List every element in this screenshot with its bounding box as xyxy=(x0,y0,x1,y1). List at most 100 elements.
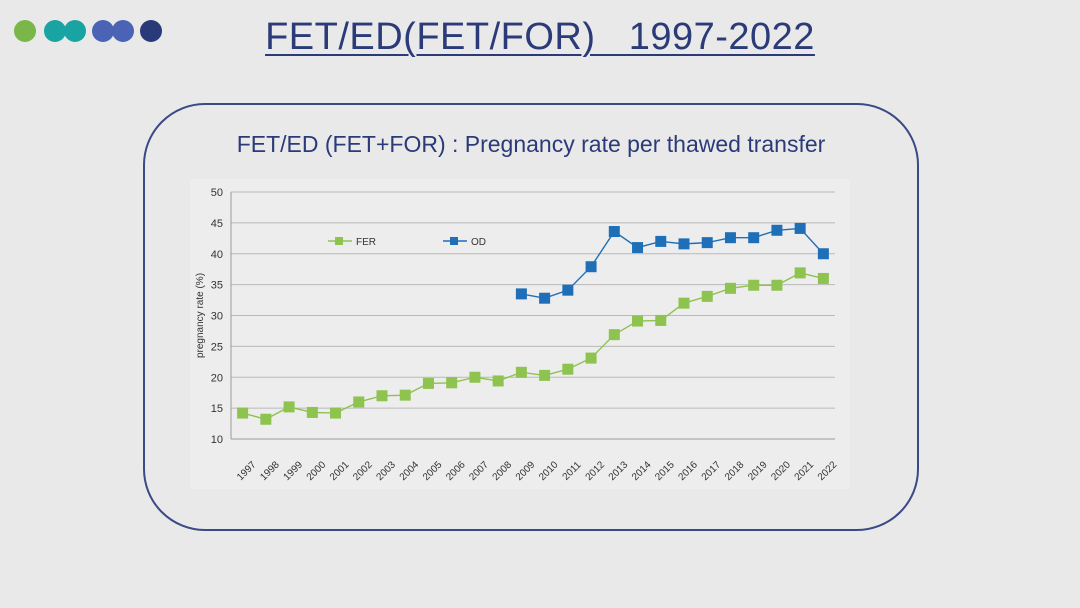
y-axis-label: pregnancy rate (%) xyxy=(195,273,206,358)
data-point xyxy=(701,237,713,249)
data-point xyxy=(539,369,551,381)
x-tick-label: 2006 xyxy=(444,459,468,483)
data-point xyxy=(817,272,829,284)
y-tick-label: 45 xyxy=(211,218,223,230)
chart-frame xyxy=(143,103,919,531)
data-point xyxy=(724,282,736,294)
x-tick-label: 2021 xyxy=(793,459,817,483)
data-point xyxy=(701,290,713,302)
data-point xyxy=(748,279,760,291)
x-tick-label: 2013 xyxy=(607,459,631,483)
data-point xyxy=(771,279,783,291)
data-point xyxy=(771,224,783,236)
x-tick-label: 2014 xyxy=(630,459,654,483)
x-tick-label: 2001 xyxy=(328,459,352,483)
teal-dot-2 xyxy=(64,20,86,42)
data-point xyxy=(515,288,527,300)
x-tick-label: 2015 xyxy=(653,459,677,483)
data-point xyxy=(539,292,551,304)
series-od xyxy=(515,222,829,304)
x-tick-label: 2017 xyxy=(700,459,724,483)
blue-dot-2 xyxy=(112,20,134,42)
data-point xyxy=(283,401,295,413)
legend-label: FER xyxy=(356,237,376,248)
navy-dot xyxy=(140,20,162,42)
x-tick-label: 2008 xyxy=(491,459,515,483)
x-tick-label: 2020 xyxy=(769,459,793,483)
data-point xyxy=(492,375,504,387)
data-point xyxy=(260,413,272,425)
x-tick-label: 2011 xyxy=(561,459,584,482)
x-tick-label: 2005 xyxy=(421,459,445,483)
chart-title: FET/ED (FET+FOR) : Pregnancy rate per th… xyxy=(236,131,826,157)
data-point xyxy=(748,232,760,244)
data-point xyxy=(678,238,690,250)
y-tick-label: 50 xyxy=(211,187,223,199)
legend: FER OD xyxy=(328,237,486,248)
data-point xyxy=(399,389,411,401)
blue-dot-1 xyxy=(92,20,114,42)
data-point xyxy=(376,390,388,402)
data-point xyxy=(632,242,644,254)
legend-item-od: OD xyxy=(443,237,486,248)
y-tick-label: 35 xyxy=(211,280,223,292)
y-tick-label: 10 xyxy=(211,434,223,446)
x-tick-label: 2007 xyxy=(467,459,491,483)
x-tick-label: 2022 xyxy=(816,459,840,483)
y-tick-label: 40 xyxy=(211,249,223,261)
legend-marker xyxy=(335,237,343,245)
data-point xyxy=(562,284,574,296)
data-point xyxy=(794,267,806,279)
data-point xyxy=(678,297,690,309)
chart-plot-area: 10 15 20 25 30 35 40 45 50 1997 1998 1999 2000 2001 2… xyxy=(190,179,850,489)
legend-item-fer: FER xyxy=(328,237,376,248)
data-point xyxy=(817,248,829,260)
legend-label: OD xyxy=(471,237,486,248)
y-tick-label: 15 xyxy=(211,403,223,415)
x-tick-label: 1998 xyxy=(258,459,282,483)
data-point xyxy=(608,226,620,238)
data-point xyxy=(306,406,318,418)
teal-dot-1 xyxy=(44,20,66,42)
data-point xyxy=(469,371,481,383)
data-point xyxy=(632,315,644,327)
series-layer xyxy=(237,222,829,425)
x-tick-label: 2018 xyxy=(723,459,747,483)
x-tick-label: 2002 xyxy=(351,459,375,483)
x-tick-label: 2010 xyxy=(537,459,561,483)
x-tick-label: 1999 xyxy=(282,459,306,483)
grid-lines xyxy=(230,191,835,440)
y-tick-label: 30 xyxy=(211,311,223,323)
x-tick-label: 2019 xyxy=(746,459,770,483)
y-tick-label: 25 xyxy=(211,341,223,353)
x-tick-label: 2000 xyxy=(305,459,329,483)
legend-marker xyxy=(450,237,458,245)
data-point xyxy=(585,261,597,273)
data-point xyxy=(353,396,365,408)
data-point xyxy=(330,407,342,419)
data-point xyxy=(655,314,667,326)
data-point xyxy=(422,377,434,389)
data-point xyxy=(724,232,736,244)
data-point xyxy=(237,407,249,419)
y-axis-ticks: 10 15 20 25 30 35 40 45 50 xyxy=(211,187,223,446)
y-tick-label: 20 xyxy=(211,372,223,384)
data-point xyxy=(446,377,458,389)
x-tick-label: 2012 xyxy=(584,459,608,483)
data-point xyxy=(515,366,527,378)
series-fer xyxy=(237,267,829,425)
data-point xyxy=(794,222,806,234)
x-tick-label: 2009 xyxy=(514,459,538,483)
green-dot xyxy=(14,20,36,42)
x-tick-label: 1997 xyxy=(235,459,259,483)
page-title: FET/ED(FET/FOR) 1997-2022 xyxy=(265,16,815,58)
data-point xyxy=(655,235,667,247)
x-tick-label: 2004 xyxy=(398,459,422,483)
data-point xyxy=(608,329,620,341)
x-axis-ticks: 1997 1998 1999 2000 2001 2002 2003 2004 2005 2006… xyxy=(235,459,840,483)
data-point xyxy=(585,352,597,364)
x-tick-label: 2016 xyxy=(676,459,700,483)
x-tick-label: 2003 xyxy=(374,459,398,483)
